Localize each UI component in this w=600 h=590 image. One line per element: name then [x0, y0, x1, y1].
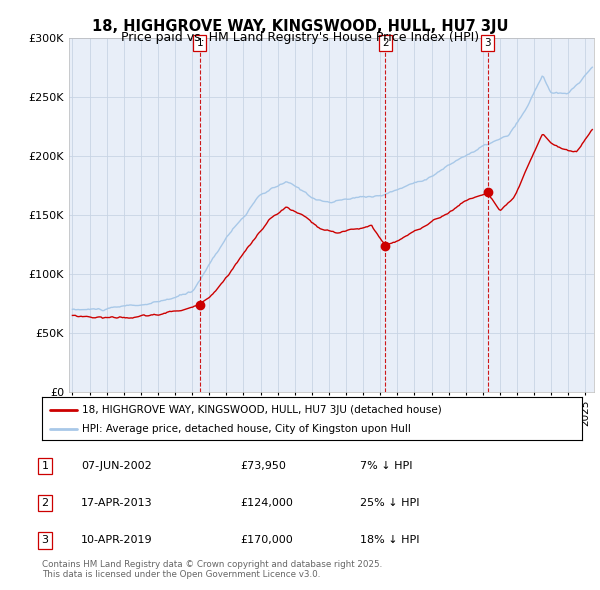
- Text: 1: 1: [41, 461, 49, 471]
- Text: 2: 2: [41, 499, 49, 508]
- Text: £170,000: £170,000: [240, 536, 293, 545]
- Text: 3: 3: [41, 536, 49, 545]
- Text: HPI: Average price, detached house, City of Kingston upon Hull: HPI: Average price, detached house, City…: [83, 424, 412, 434]
- Text: 7% ↓ HPI: 7% ↓ HPI: [360, 461, 413, 471]
- Text: 2: 2: [382, 38, 389, 48]
- Text: 3: 3: [484, 38, 491, 48]
- Text: 18% ↓ HPI: 18% ↓ HPI: [360, 536, 419, 545]
- Text: 17-APR-2013: 17-APR-2013: [81, 499, 152, 508]
- Text: Contains HM Land Registry data © Crown copyright and database right 2025.
This d: Contains HM Land Registry data © Crown c…: [42, 560, 382, 579]
- Text: 18, HIGHGROVE WAY, KINGSWOOD, HULL, HU7 3JU: 18, HIGHGROVE WAY, KINGSWOOD, HULL, HU7 …: [92, 19, 508, 34]
- Text: 10-APR-2019: 10-APR-2019: [81, 536, 152, 545]
- Text: £124,000: £124,000: [240, 499, 293, 508]
- Text: £73,950: £73,950: [240, 461, 286, 471]
- Text: 25% ↓ HPI: 25% ↓ HPI: [360, 499, 419, 508]
- Text: 1: 1: [196, 38, 203, 48]
- Text: 07-JUN-2002: 07-JUN-2002: [81, 461, 152, 471]
- Text: 18, HIGHGROVE WAY, KINGSWOOD, HULL, HU7 3JU (detached house): 18, HIGHGROVE WAY, KINGSWOOD, HULL, HU7 …: [83, 405, 442, 415]
- Text: Price paid vs. HM Land Registry's House Price Index (HPI): Price paid vs. HM Land Registry's House …: [121, 31, 479, 44]
